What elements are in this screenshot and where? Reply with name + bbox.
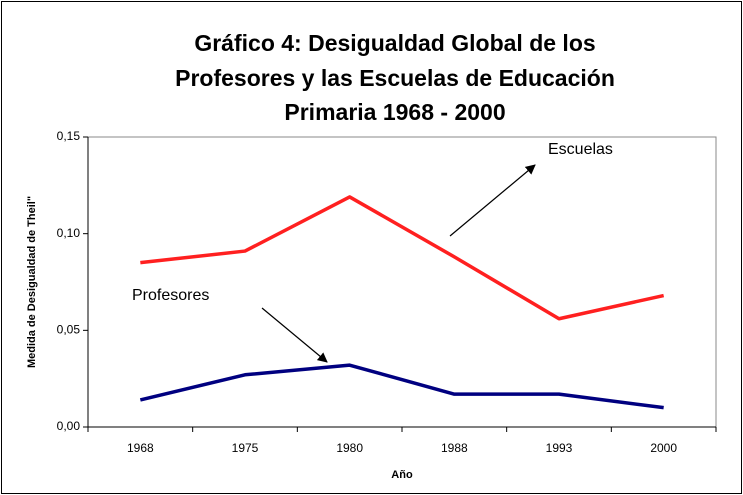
series-label: Escuelas: [548, 141, 613, 158]
plot-area: [87, 136, 717, 428]
chart-title: Gráfico 4: Desigualdad Global de los: [194, 30, 595, 56]
x-tick-label: 1980: [336, 441, 363, 455]
x-tick-label: 1968: [127, 441, 154, 455]
x-tick-label: 1993: [546, 441, 573, 455]
series-label: Profesores: [132, 287, 209, 304]
y-tick-label: 0,15: [57, 129, 81, 143]
x-tick-label: 1975: [232, 441, 259, 455]
annotation-arrow: [449, 164, 536, 237]
series-line: [140, 195, 665, 321]
y-tick-label: 0,05: [57, 323, 81, 337]
x-tick-label: 2000: [650, 441, 677, 455]
annotation-arrow: [261, 307, 328, 363]
chart-title: Primaria 1968 - 2000: [284, 99, 505, 125]
y-tick-label: 0,10: [57, 226, 81, 240]
chart-title: Profesores y las Escuelas de Educación: [175, 65, 615, 91]
x-tick-label: 1988: [441, 441, 468, 455]
y-axis-title: Medida de Desigualdad de Theil": [26, 196, 38, 368]
series-line: [139, 363, 664, 410]
y-tick-label: 0,00: [57, 419, 81, 433]
x-axis-title: Año: [391, 469, 413, 481]
